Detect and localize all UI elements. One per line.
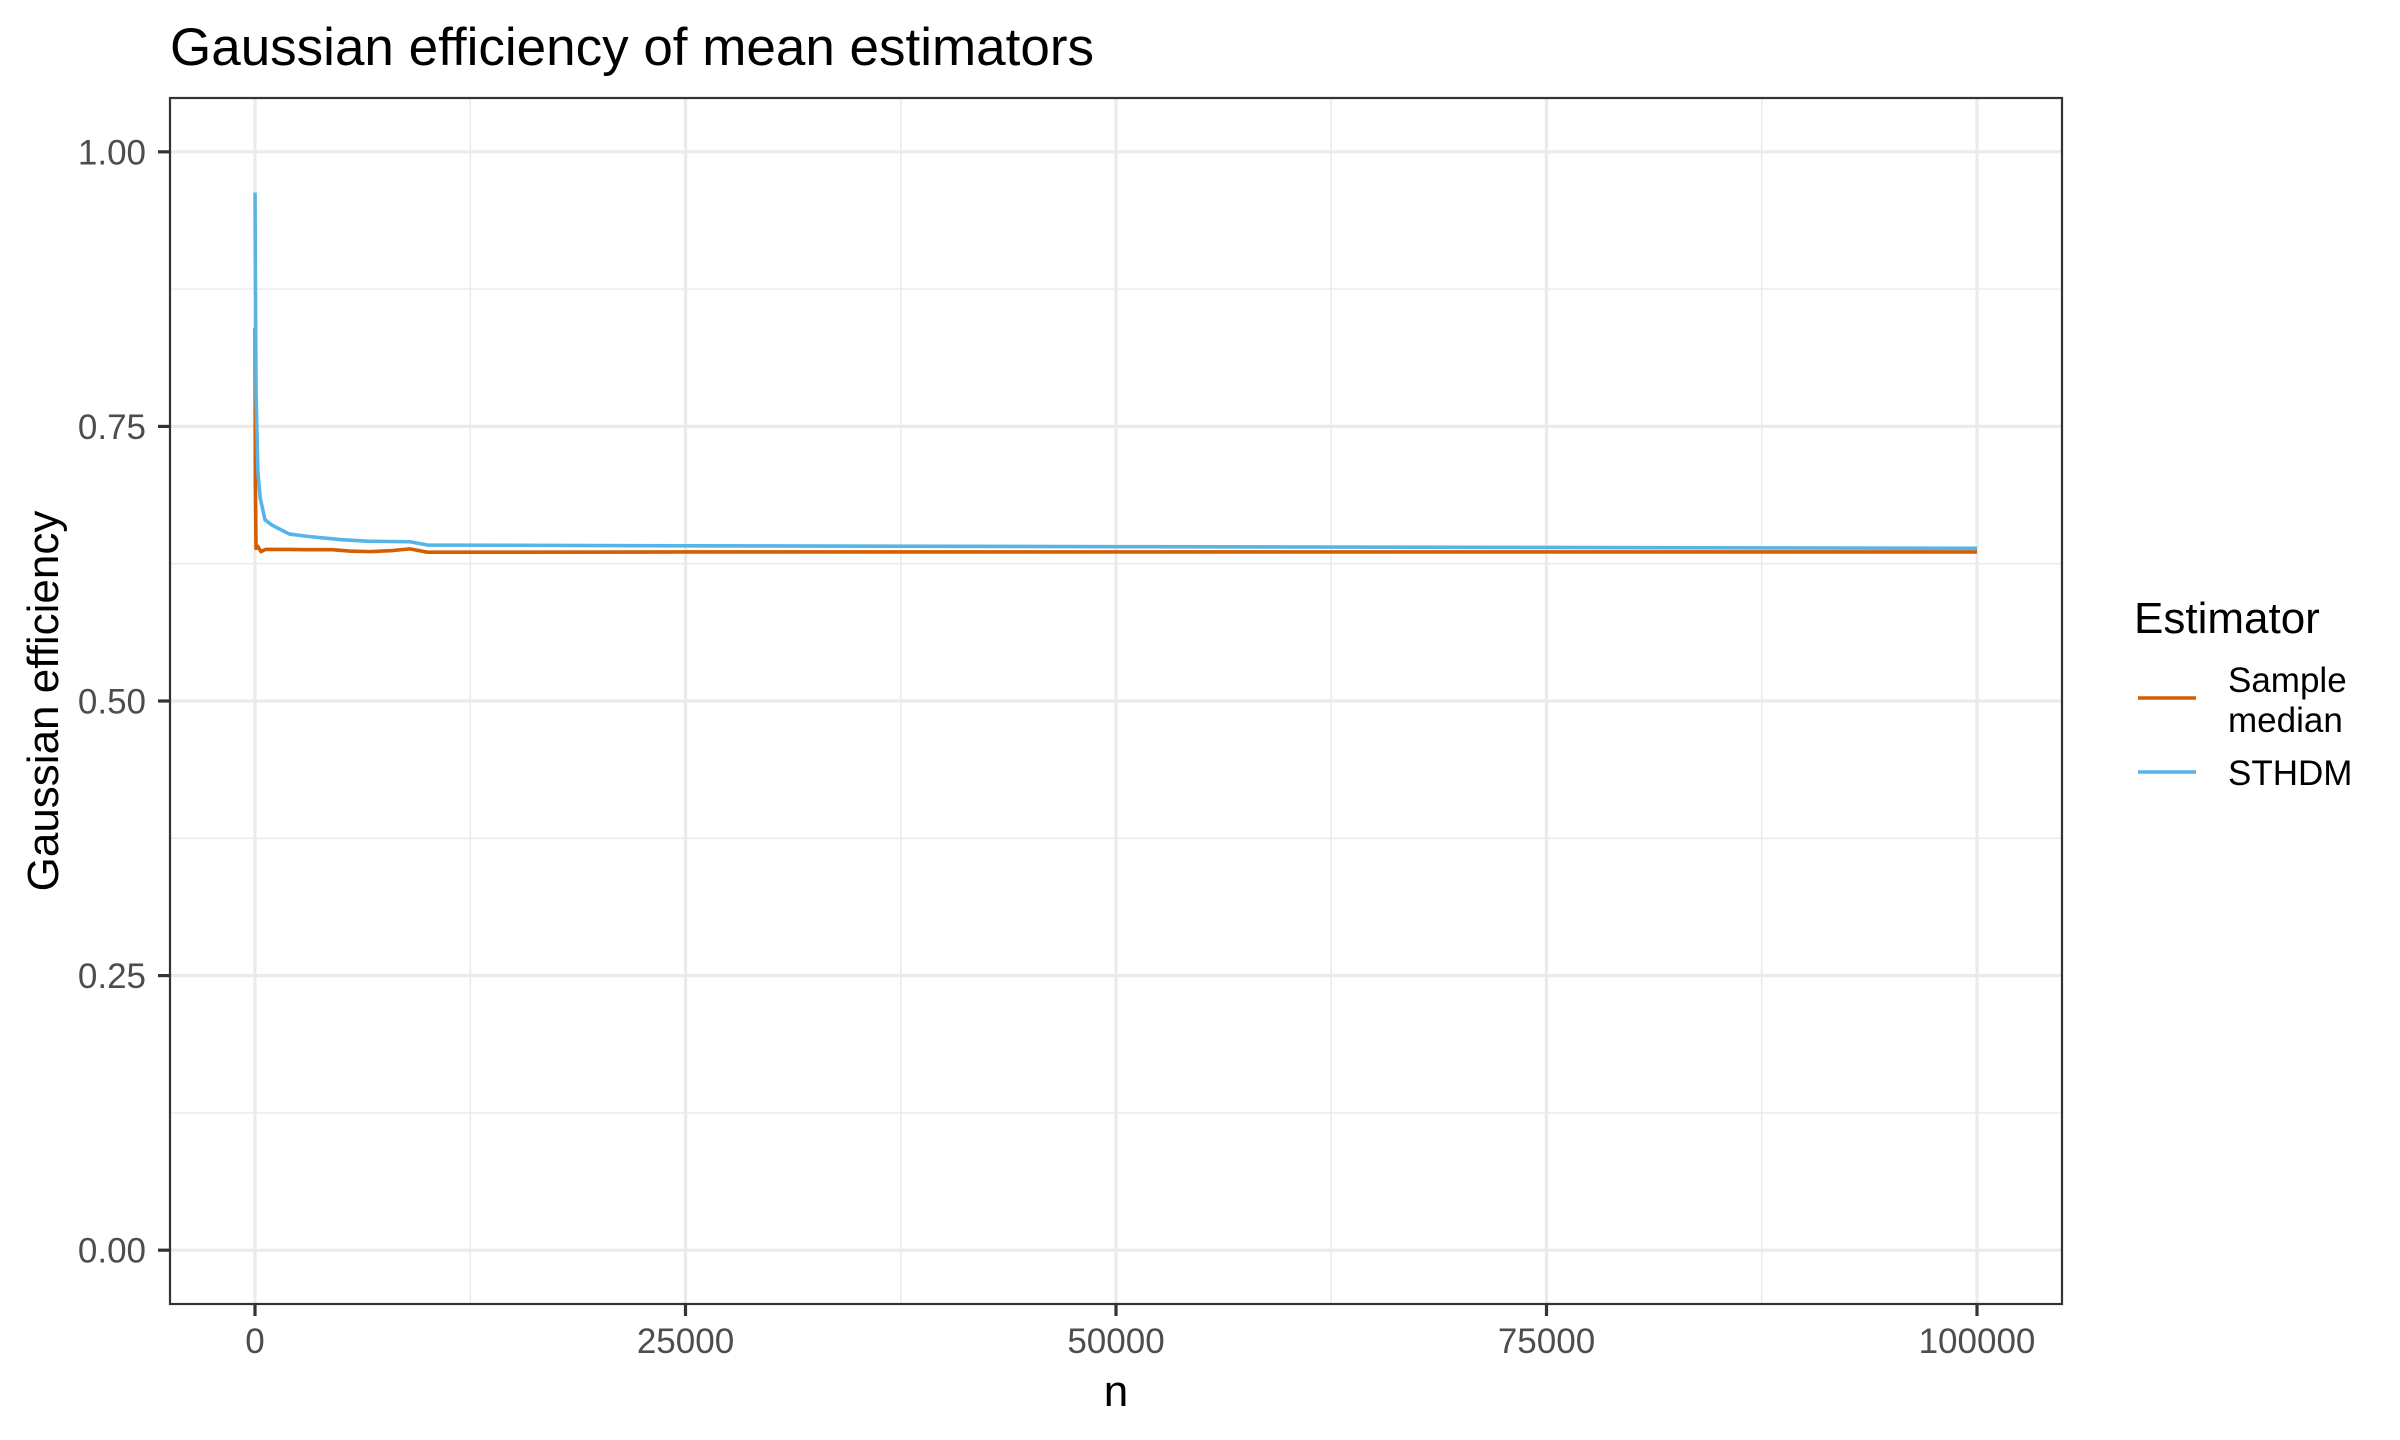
legend-title: Estimator bbox=[2134, 594, 2320, 643]
x-tick-label: 25000 bbox=[637, 1322, 734, 1361]
series-line-sample-median bbox=[253, 327, 1977, 554]
x-tick-label: 0 bbox=[245, 1322, 264, 1361]
plot-panel bbox=[168, 96, 2064, 1306]
y-tick-label: 1.00 bbox=[78, 133, 146, 172]
x-axis: 0 25000 50000 75000 100000 bbox=[245, 1304, 2035, 1361]
legend-entry-sample-median: Sample median bbox=[2138, 661, 2356, 740]
y-axis: 0.00 0.25 0.50 0.75 1.00 bbox=[78, 133, 170, 1271]
x-tick-label: 50000 bbox=[1067, 1322, 1164, 1361]
series-lines bbox=[253, 192, 1978, 554]
legend-entry-sthdm: STHDM bbox=[2138, 754, 2352, 793]
legend-label: Sample median bbox=[2228, 661, 2356, 740]
x-tick-label: 75000 bbox=[1498, 1322, 1595, 1361]
series-line-sthdm bbox=[253, 192, 1978, 551]
x-tick-label: 100000 bbox=[1919, 1322, 2036, 1361]
y-tick-label: 0.75 bbox=[78, 408, 146, 447]
y-axis-title: Gaussian efficiency bbox=[19, 511, 68, 892]
legend-label: STHDM bbox=[2228, 754, 2352, 793]
major-gridlines bbox=[170, 98, 2062, 1304]
chart-title: Gaussian efficiency of mean estimators bbox=[170, 18, 1094, 77]
legend: Estimator Sample median STHDM bbox=[2134, 594, 2356, 793]
y-tick-label: 0.00 bbox=[78, 1232, 146, 1271]
x-axis-title: n bbox=[1104, 1367, 1128, 1416]
y-tick-label: 0.50 bbox=[78, 683, 146, 722]
y-tick-label: 0.25 bbox=[78, 957, 146, 996]
